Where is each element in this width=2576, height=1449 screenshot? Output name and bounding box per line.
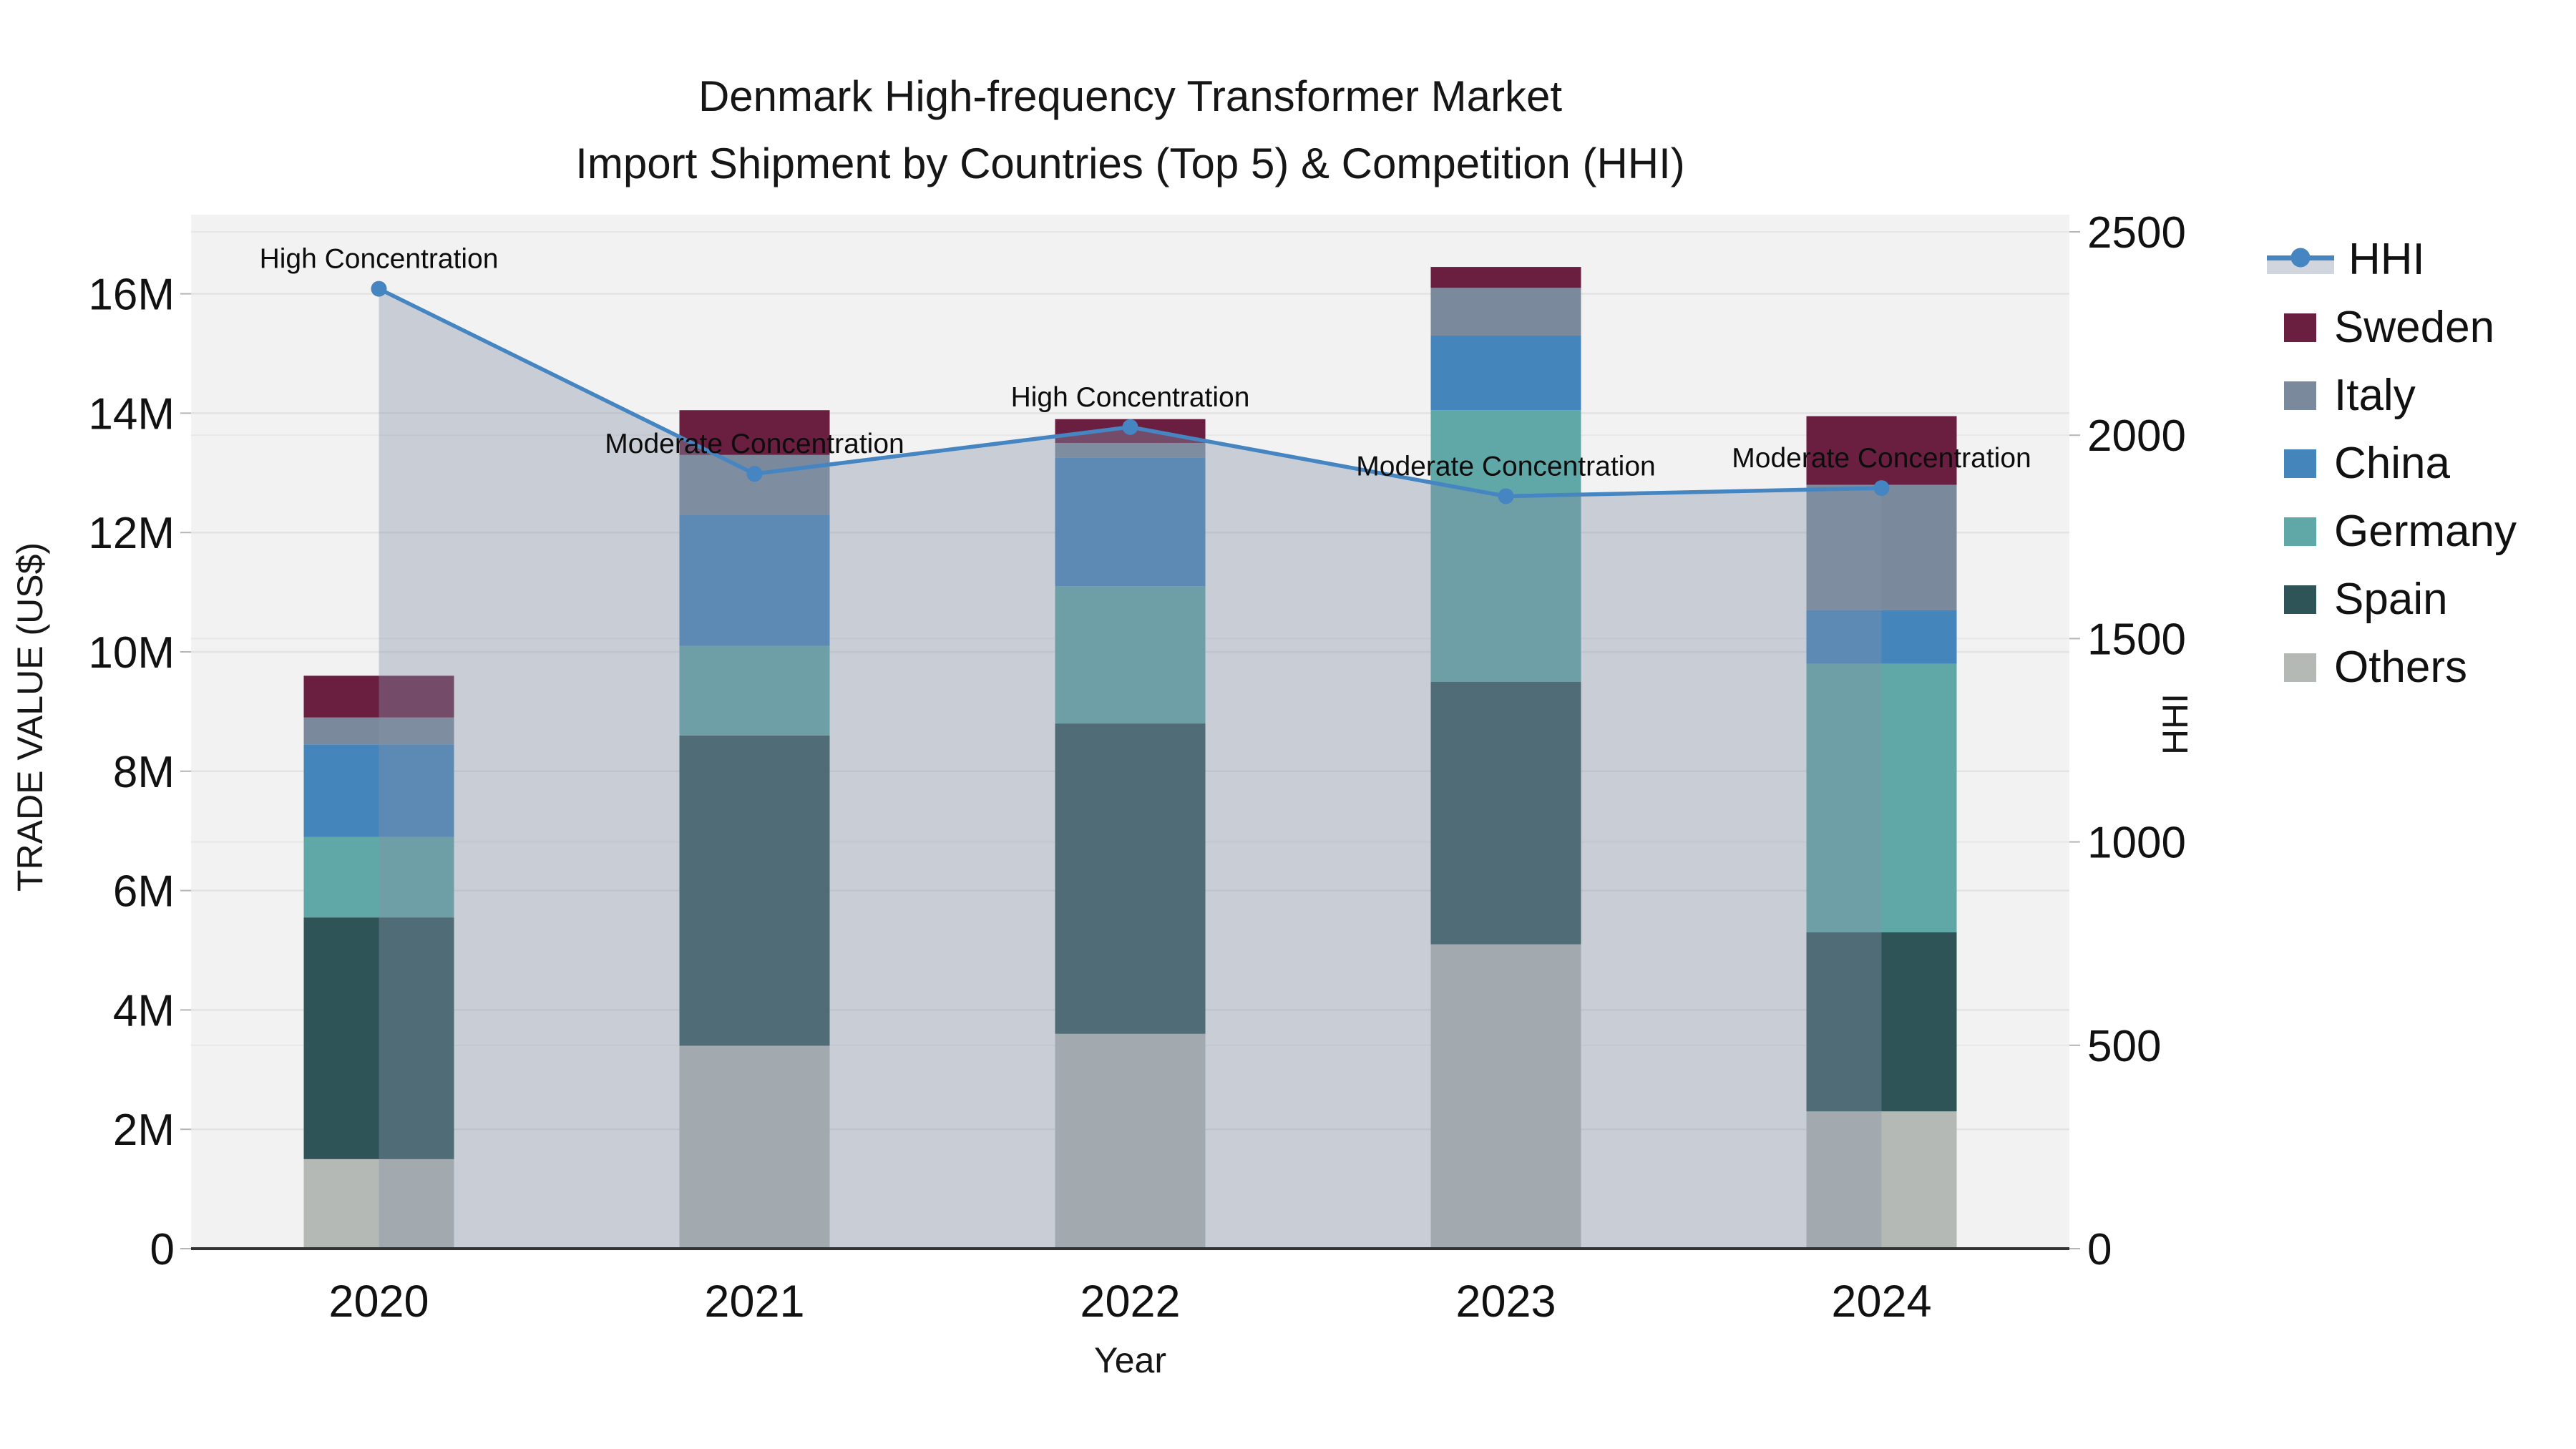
bar-segment-2020-sweden[interactable] [303,675,454,718]
bar-segment-2020-italy[interactable] [303,717,454,745]
y-left-tick-label: 8M [113,748,175,797]
chart-title-line2: Import Shipment by Countries (Top 5) & C… [575,140,1685,187]
y-left-tick-label: 12M [88,509,175,558]
y-left-tick-label: 4M [113,986,175,1035]
legend-item-germany[interactable]: Germany [2267,497,2517,565]
legend-label: Italy [2334,371,2416,420]
y-right-tick-label: 2500 [2087,208,2186,258]
bar-segment-2023-sweden[interactable] [1430,267,1581,288]
bar-segment-2022-others[interactable] [1055,1033,1206,1249]
bar-segment-2022-spain[interactable] [1055,723,1206,1034]
china-swatch [2284,449,2316,478]
bar-segment-2020-others[interactable] [303,1158,454,1249]
chart-title: Denmark High-frequency Transformer Marke… [191,63,2069,197]
hhi-marker-2023[interactable] [1498,488,1514,504]
y-left-tick-label: 16M [88,270,175,320]
bar-segment-2021-spain[interactable] [679,735,830,1046]
legend-label: Sweden [2334,303,2495,352]
bar-segment-2021-germany[interactable] [679,645,830,736]
legend-item-italy[interactable]: Italy [2267,361,2517,429]
legend: HHI Sweden Italy China Germany Spain Oth… [2267,225,2517,701]
annotation-2024: Moderate Concentration [1732,443,2031,474]
annotation-2021: Moderate Concentration [605,429,904,459]
legend-label: HHI [2348,235,2425,284]
bar-segment-2023-others[interactable] [1430,944,1581,1249]
germany-swatch [2284,517,2316,546]
hhi-marker-2020[interactable] [371,280,387,297]
y-right-tick-label: 0 [2087,1225,2112,1274]
legend-item-china[interactable]: China [2267,429,2517,497]
legend-label: Others [2334,643,2468,692]
y-right-tick-label: 1500 [2087,615,2186,664]
hhi-line-swatch [2267,245,2334,274]
hhi-marker-2022[interactable] [1122,419,1138,435]
legend-item-spain[interactable]: Spain [2267,565,2517,633]
bar-segment-2023-spain[interactable] [1430,681,1581,945]
bar-segment-2020-germany[interactable] [303,836,454,918]
bar-segment-2022-italy[interactable] [1055,443,1206,458]
legend-label: Spain [2334,575,2448,624]
y-right-tick-label: 500 [2087,1022,2161,1071]
bar-segment-2022-china[interactable] [1055,457,1206,587]
y-left-tick-label: 14M [88,389,175,439]
x-tick-label-2023: 2023 [1455,1277,1556,1327]
bar-segment-2021-china[interactable] [679,514,830,646]
annotation-2020: High Concentration [260,244,499,275]
bar-segment-2022-germany[interactable] [1055,586,1206,724]
bar-segment-2021-italy[interactable] [679,454,830,515]
annotation-2023: Moderate Concentration [1356,451,1655,482]
bar-segment-2024-china[interactable] [1806,610,1957,664]
hhi-area-fill [379,288,1882,1249]
bar-segment-2024-spain[interactable] [1806,932,1957,1112]
bar-segment-2023-china[interactable] [1430,335,1581,411]
hhi-marker-2021[interactable] [746,466,763,482]
y-right-tick-label: 2000 [2087,411,2186,461]
bar-segment-2020-china[interactable] [303,744,454,837]
legend-label: Germany [2334,507,2517,556]
italy-swatch [2284,381,2316,410]
bar-segment-2020-spain[interactable] [303,917,454,1159]
spain-swatch [2284,585,2316,614]
x-axis-title: Year [1093,1340,1167,1380]
chart-title-line1: Denmark High-frequency Transformer Marke… [698,72,1563,120]
legend-item-hhi[interactable]: HHI [2267,225,2517,293]
y-right-tick-label: 1000 [2087,819,2186,868]
bar-segment-2024-sweden[interactable] [1806,416,1957,485]
legend-label: China [2334,439,2450,488]
sweden-swatch [2284,313,2316,342]
others-swatch [2284,653,2316,682]
annotation-2022: High Concentration [1011,382,1250,413]
bar-segment-2023-germany[interactable] [1430,410,1581,682]
bar-segment-2021-others[interactable] [679,1045,830,1249]
y-left-tick-label: 2M [113,1106,175,1155]
x-tick-label-2020: 2020 [328,1277,429,1327]
bar-segment-2023-italy[interactable] [1430,288,1581,336]
bar-segment-2024-italy[interactable] [1806,484,1957,610]
x-tick-label-2022: 2022 [1080,1277,1180,1327]
bar-segment-2024-others[interactable] [1806,1111,1957,1249]
y-left-tick-label: 0 [150,1225,175,1274]
legend-item-sweden[interactable]: Sweden [2267,293,2517,361]
x-tick-label-2024: 2024 [1831,1277,1931,1327]
hhi-marker-2024[interactable] [1873,480,1890,497]
y-left-tick-label: 6M [113,867,175,917]
legend-item-others[interactable]: Others [2267,633,2517,701]
y-left-tick-label: 10M [88,628,175,678]
bar-segment-2024-germany[interactable] [1806,663,1957,932]
hhi-marker-dot [2290,248,2311,267]
x-tick-label-2021: 2021 [704,1277,804,1327]
